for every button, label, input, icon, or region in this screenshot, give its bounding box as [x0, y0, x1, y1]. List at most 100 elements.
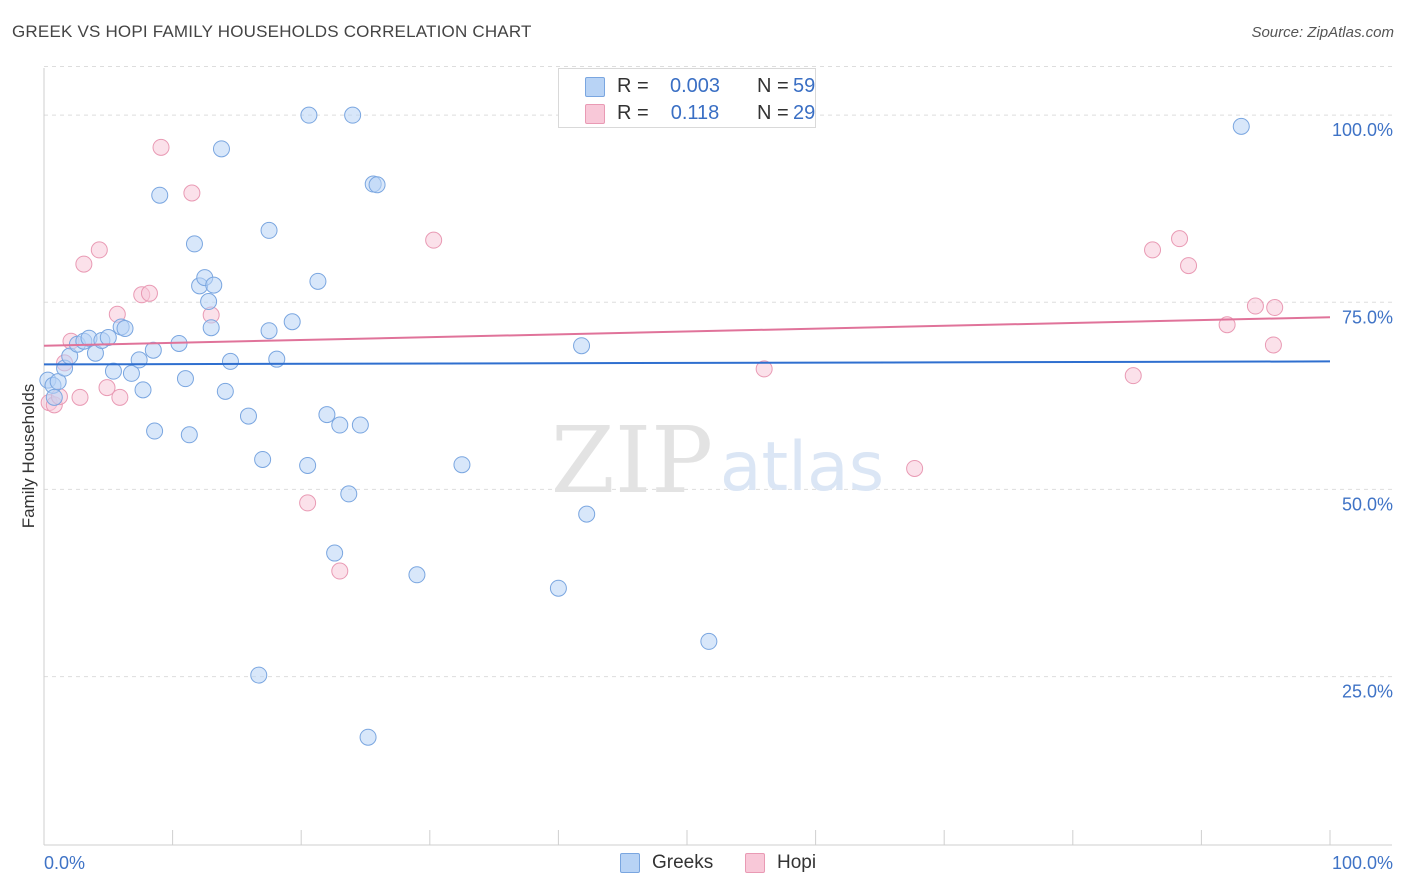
greeks-point	[578, 505, 596, 523]
greeks-point	[180, 426, 198, 444]
x-ticks	[172, 830, 1331, 845]
greeks-point	[700, 632, 718, 650]
greeks-point	[283, 313, 301, 331]
y-tick-label: 100.0%	[1332, 120, 1393, 140]
greeks-series	[39, 106, 1250, 746]
greeks-point	[254, 450, 272, 468]
greeks-point	[260, 221, 278, 239]
bottom-legend-greeks-label: Greeks	[652, 852, 714, 873]
greeks-point	[151, 186, 169, 204]
hopi-point	[1124, 367, 1142, 385]
hopi-point	[299, 494, 317, 512]
hopi-point	[1171, 230, 1189, 248]
legend-r-label: R =	[617, 75, 649, 97]
axis-labels: 0.0% 100.0% Family Households 25.0% 50.0%…	[19, 120, 1393, 873]
greeks-point	[326, 544, 344, 562]
hopi-point	[906, 459, 924, 477]
hopi-point	[75, 255, 93, 273]
hopi-trend-line	[43, 316, 1331, 347]
greeks-point	[299, 456, 317, 474]
greeks-point	[146, 422, 164, 440]
legend-n-value: 29	[793, 102, 816, 124]
greeks-point	[340, 485, 358, 503]
y-axis-label: Family Households	[19, 384, 38, 529]
hopi-point	[1246, 297, 1264, 315]
hopi-point	[98, 379, 116, 397]
greeks-point	[176, 370, 194, 388]
greeks-point	[116, 319, 134, 337]
legend-n-label: N =	[757, 102, 789, 124]
legend-swatch-greeks	[585, 77, 605, 97]
greeks-point	[300, 106, 318, 124]
greeks-point	[239, 407, 257, 425]
greeks-point	[368, 176, 386, 194]
greeks-point	[408, 566, 426, 584]
y-tick-label: 75.0%	[1342, 307, 1393, 327]
greeks-point	[309, 272, 327, 290]
legend-r-value: 0.003	[669, 75, 721, 97]
hopi-point	[183, 184, 201, 202]
legend-n-value: 59	[793, 75, 816, 97]
hopi-point	[111, 388, 129, 406]
greeks-trend-line	[43, 360, 1331, 366]
greeks-point	[104, 362, 122, 380]
y-tick-label: 25.0%	[1342, 682, 1393, 702]
greeks-point	[45, 388, 63, 406]
greeks-point	[331, 416, 349, 434]
source-credit: Source: ZipAtlas.com	[1251, 24, 1394, 41]
hopi-point	[140, 284, 158, 302]
legend-r-value: 0.118	[670, 102, 720, 124]
x-tick-label-max: 100.0%	[1332, 853, 1393, 873]
bottom-swatch-greeks	[620, 853, 640, 873]
greeks-point	[359, 728, 377, 746]
hopi-point	[1180, 257, 1198, 275]
trend-lines	[43, 316, 1331, 366]
hopi-point	[1264, 336, 1282, 354]
axes	[43, 68, 1392, 846]
legend-swatch-hopi	[585, 104, 605, 124]
greeks-point	[344, 106, 362, 124]
hopi-point	[90, 241, 108, 259]
greeks-point	[202, 319, 220, 337]
hopi-point	[1144, 241, 1162, 259]
greeks-point	[221, 352, 239, 370]
hopi-point	[331, 562, 349, 580]
legend-r-label: R =	[617, 102, 649, 124]
greeks-point	[144, 341, 162, 359]
x-tick-label-min: 0.0%	[44, 853, 85, 873]
greeks-point	[549, 579, 567, 597]
hopi-point	[71, 388, 89, 406]
hopi-point	[1218, 316, 1236, 334]
greeks-point	[205, 276, 223, 294]
bottom-swatch-hopi	[745, 853, 765, 873]
watermark-zip: ZIP	[551, 407, 713, 514]
legend-n-label: N =	[757, 75, 789, 97]
correlation-legend: R = 0.003 N = 59 R = 0.118 N = 29	[558, 68, 816, 128]
chart-title: GREEK VS HOPI FAMILY HOUSEHOLDS CORRELAT…	[12, 22, 532, 41]
grid-layer	[44, 65, 1392, 678]
greeks-point	[351, 416, 369, 434]
greeks-point	[318, 406, 336, 424]
greeks-point	[130, 351, 148, 369]
hopi-point	[1266, 299, 1284, 317]
greeks-point	[250, 666, 268, 684]
watermark-atlas: atlas	[720, 428, 884, 507]
greeks-point	[134, 381, 152, 399]
hopi-point	[152, 138, 170, 156]
greeks-point	[212, 140, 230, 158]
greeks-point	[573, 337, 591, 355]
greeks-point	[260, 322, 278, 340]
greeks-point	[99, 328, 117, 346]
hopi-point	[425, 231, 443, 249]
greeks-point	[216, 382, 234, 400]
watermark: ZIP atlas	[551, 407, 884, 514]
greeks-point	[453, 456, 471, 474]
hopi-point	[755, 360, 773, 378]
greeks-point	[200, 293, 218, 311]
greeks-point	[122, 364, 140, 382]
greeks-point	[185, 235, 203, 253]
greeks-point	[1232, 117, 1250, 135]
y-tick-label: 50.0%	[1342, 494, 1393, 514]
bottom-legend-hopi-label: Hopi	[777, 852, 817, 873]
